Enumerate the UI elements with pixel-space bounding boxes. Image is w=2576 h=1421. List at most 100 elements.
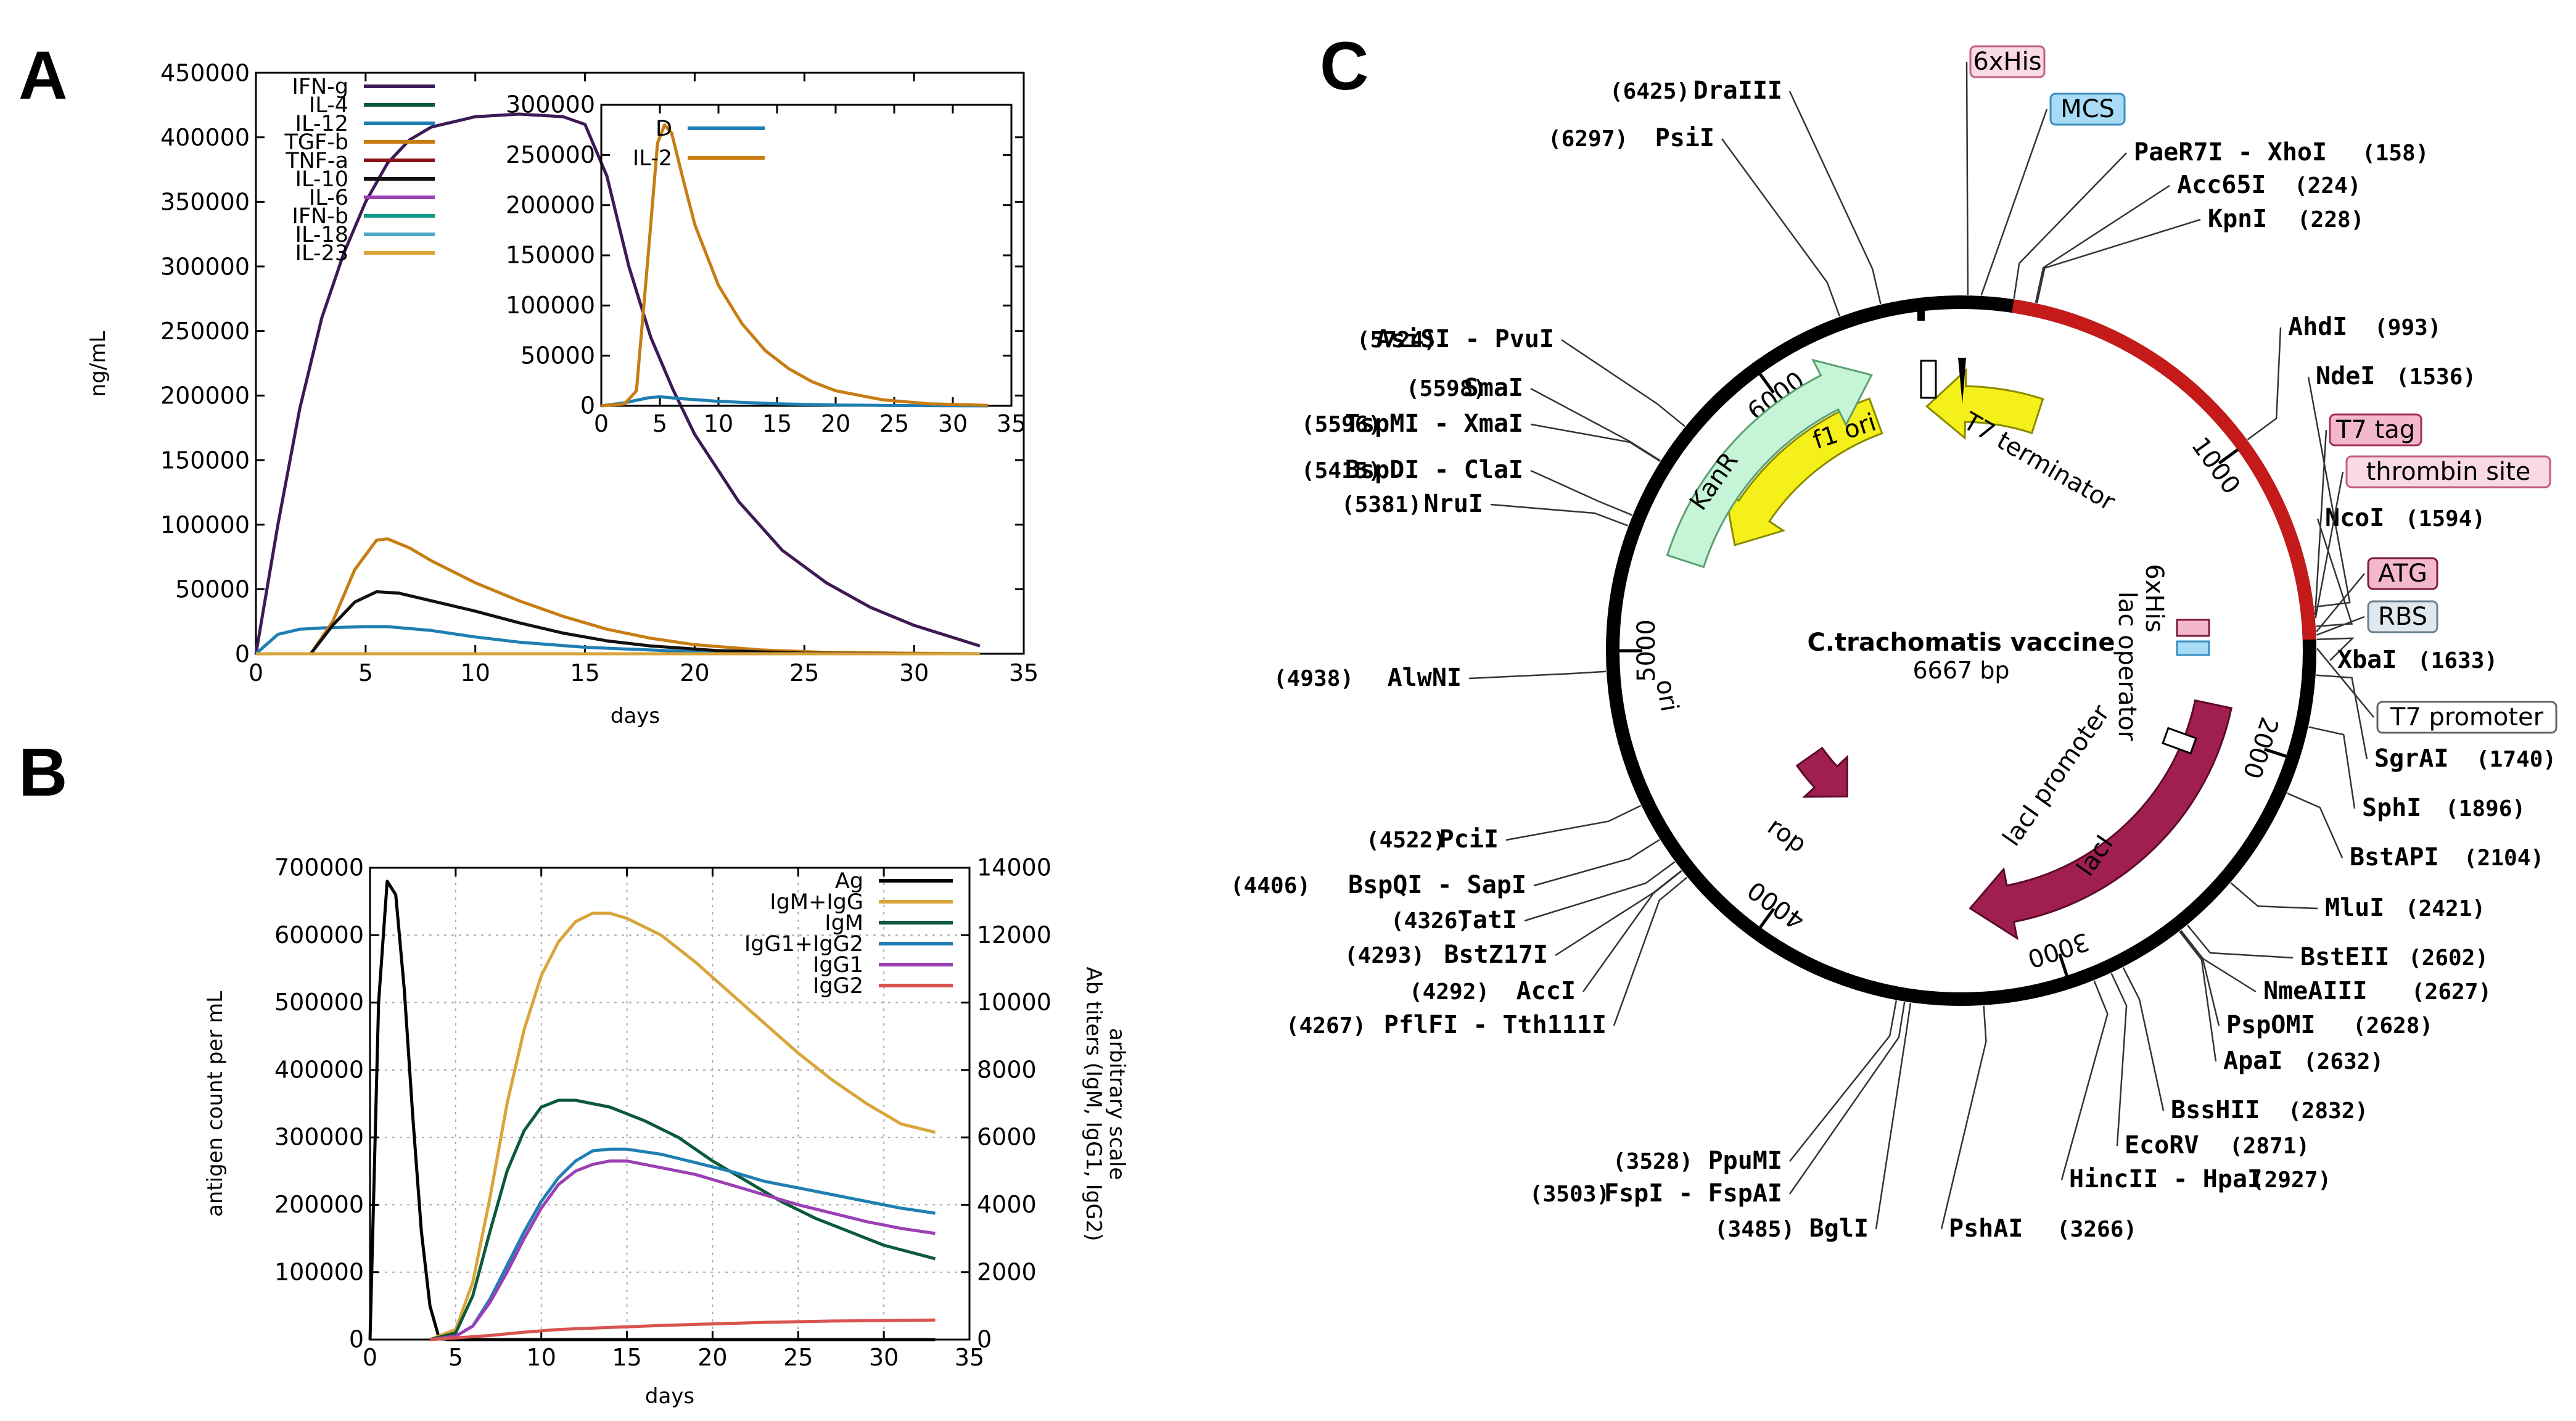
site-pos-sphi: (1896) <box>2445 796 2525 822</box>
chart-a-ytick-label: 450000 <box>160 59 250 86</box>
box-leader-mcs <box>1980 109 2048 296</box>
site-name-smai: SmaI <box>1464 374 1523 402</box>
chart-b-series-igm <box>429 1098 936 1341</box>
chart-a-series-tgf-b <box>256 537 980 656</box>
site-name-bspqi-sapi: BspQI - SapI <box>1348 871 1526 899</box>
chart-a-inset-xtick-label: 35 <box>997 410 1026 437</box>
box-leader-t7-tag <box>2314 429 2327 616</box>
box-leader-6xhis <box>1965 61 1969 295</box>
panel-label-c: C <box>1320 28 1368 104</box>
chart-a-inset-xtick-label: 30 <box>938 410 968 437</box>
chart-b-series-igg1-igg2 <box>429 1147 936 1341</box>
chart-a-legend-label: IFN-g <box>292 75 348 99</box>
box-label-rbs: RBS <box>2378 603 2427 631</box>
site-leader-paer7i-xhoi <box>2013 152 2127 299</box>
chart-a-inset-xtick-label: 5 <box>652 410 667 437</box>
site-pos-acci: (4292) <box>1409 979 1489 1005</box>
site-name-tati: TatI <box>1458 906 1517 934</box>
site-leader-pflfi-tth111i <box>1613 876 1688 1026</box>
site-leader-nmeaiii <box>2180 930 2257 993</box>
site-pos-ncoi: (1594) <box>2405 506 2485 532</box>
chart-a-ytick-label: 0 <box>235 640 250 667</box>
chart-b-y2tick-label: 6000 <box>977 1124 1037 1151</box>
site-name-pspomi: PspOMI <box>2226 1011 2316 1039</box>
plasmid-title: C.trachomatis vaccine <box>1807 628 2115 657</box>
site-pos-hincii-hpai: (2927) <box>2251 1168 2331 1193</box>
chart-b-xtick-label: 0 <box>363 1344 377 1371</box>
site-leader-sgrai <box>2316 674 2368 760</box>
site-name-acci: AccI <box>1516 977 1576 1005</box>
site-leader-ecorv <box>2110 973 2128 1147</box>
chart-a-ytick-label: 50000 <box>175 576 250 603</box>
feature-label-6xhis-inner: 6xHis <box>2140 564 2168 632</box>
chart-b-ytick-label: 300000 <box>274 1124 364 1151</box>
chart-b-ytick-label: 200000 <box>274 1191 364 1218</box>
chart-a-ylabel: ng/mL <box>86 331 110 397</box>
site-pos-bstapi: (2104) <box>2464 846 2544 871</box>
feature-label-rop: rop <box>1762 812 1811 859</box>
chart-a-xtick-label: 35 <box>1009 659 1039 686</box>
site-leader-apai <box>2179 931 2217 1062</box>
chart-a-legend-label: IL-12 <box>295 112 348 136</box>
chart-b-legend-label: IgG1+IgG2 <box>744 932 863 957</box>
chart-a-ytick-label: 250000 <box>160 318 250 345</box>
chart-a-series-il-12 <box>255 625 980 656</box>
site-name-bsshii: BssHII <box>2171 1096 2260 1124</box>
ring-tick <box>1758 907 1776 929</box>
site-leader-xbai <box>2316 637 2355 661</box>
site-name-bsteii: BstEII <box>2300 943 2390 971</box>
box-label-t7-promoter: T7 promoter <box>2390 703 2544 731</box>
site-name-paer7i-xhoi: PaeR7I - XhoI <box>2134 138 2327 167</box>
site-name-nrui: NruI <box>1424 490 1483 518</box>
chart-a-xtick-label: 5 <box>358 659 373 686</box>
chart-a-inset-ytick-label: 100000 <box>506 292 595 319</box>
chart-a-inset-xtick-label: 20 <box>821 410 850 437</box>
chart-b-series-igg1 <box>429 1159 936 1341</box>
site-leader-draiii <box>1788 91 1882 305</box>
chart-b-y2tick-label: 14000 <box>977 854 1051 881</box>
chart-b-legend-label: IgG1 <box>813 953 863 978</box>
chart-a-xtick-label: 20 <box>680 659 709 686</box>
site-leader-mlui <box>2230 882 2318 910</box>
site-leader-bsteii <box>2187 925 2294 959</box>
site-pos-psii: (6297) <box>1548 126 1628 152</box>
chart-b-series-igm-igg <box>429 912 936 1341</box>
site-pos-fspi-fspai: (3503) <box>1529 1182 1610 1207</box>
site-pos-pcii: (4522) <box>1366 828 1446 853</box>
box-label-6xhis: 6xHis <box>1973 47 2041 76</box>
site-name-draiii: DraIII <box>1693 76 1783 105</box>
chart-b-y2tick-label: 4000 <box>977 1191 1037 1218</box>
site-leader-fspi-fspai <box>1788 1002 1906 1195</box>
site-pos-tati: (4326) <box>1391 908 1471 934</box>
chart-b-xtick-label: 25 <box>783 1344 813 1371</box>
chart-a-inset-legend-label: D <box>656 117 672 141</box>
plasmid-size: 6667 bp <box>1912 657 2009 684</box>
site-leader-pshai <box>1940 1005 1987 1230</box>
ring-tick <box>2263 748 2287 758</box>
chart-a-ytick-label: 300000 <box>160 253 250 280</box>
site-pos-pshai: (3266) <box>2057 1217 2137 1242</box>
chart-a-legend-label: IFN-b <box>292 204 348 229</box>
chart-a-series-ifn-g <box>254 112 981 654</box>
t7-terminator-box <box>1920 360 1937 399</box>
chart-a: 0 5 10 15 20 25 30 35 0 50000 100000 150000 200000 25… <box>86 59 1039 728</box>
site-leader-ndei <box>2307 376 2351 608</box>
chart-a-inset-xtick-label: 15 <box>762 410 792 437</box>
site-name-bspdi-clai: BspDI - ClaI <box>1345 456 1523 484</box>
box-label-t7-tag: T7 tag <box>2335 416 2415 444</box>
site-name-pshai: PshAI <box>1949 1214 2023 1243</box>
chart-b-xtick-label: 5 <box>448 1344 463 1371</box>
chart-b-ytick-label: 0 <box>349 1326 364 1353</box>
chart-a-ytick-label: 100000 <box>160 511 250 538</box>
inner-feature-lac-operator <box>2176 640 2210 656</box>
chart-b-xtick-label: 10 <box>527 1344 556 1371</box>
site-name-ppumi: PpuMI <box>1708 1147 1782 1175</box>
box-rbs <box>2367 600 2438 633</box>
site-pos-smai: (5598) <box>1406 376 1486 402</box>
site-name-xbai: XbaI <box>2337 646 2397 674</box>
site-pos-tspmi-xmai: (5596) <box>1301 412 1381 437</box>
site-pos-bspdi-clai: (5415) <box>1301 458 1381 484</box>
site-pos-ecorv: (2871) <box>2229 1134 2310 1159</box>
